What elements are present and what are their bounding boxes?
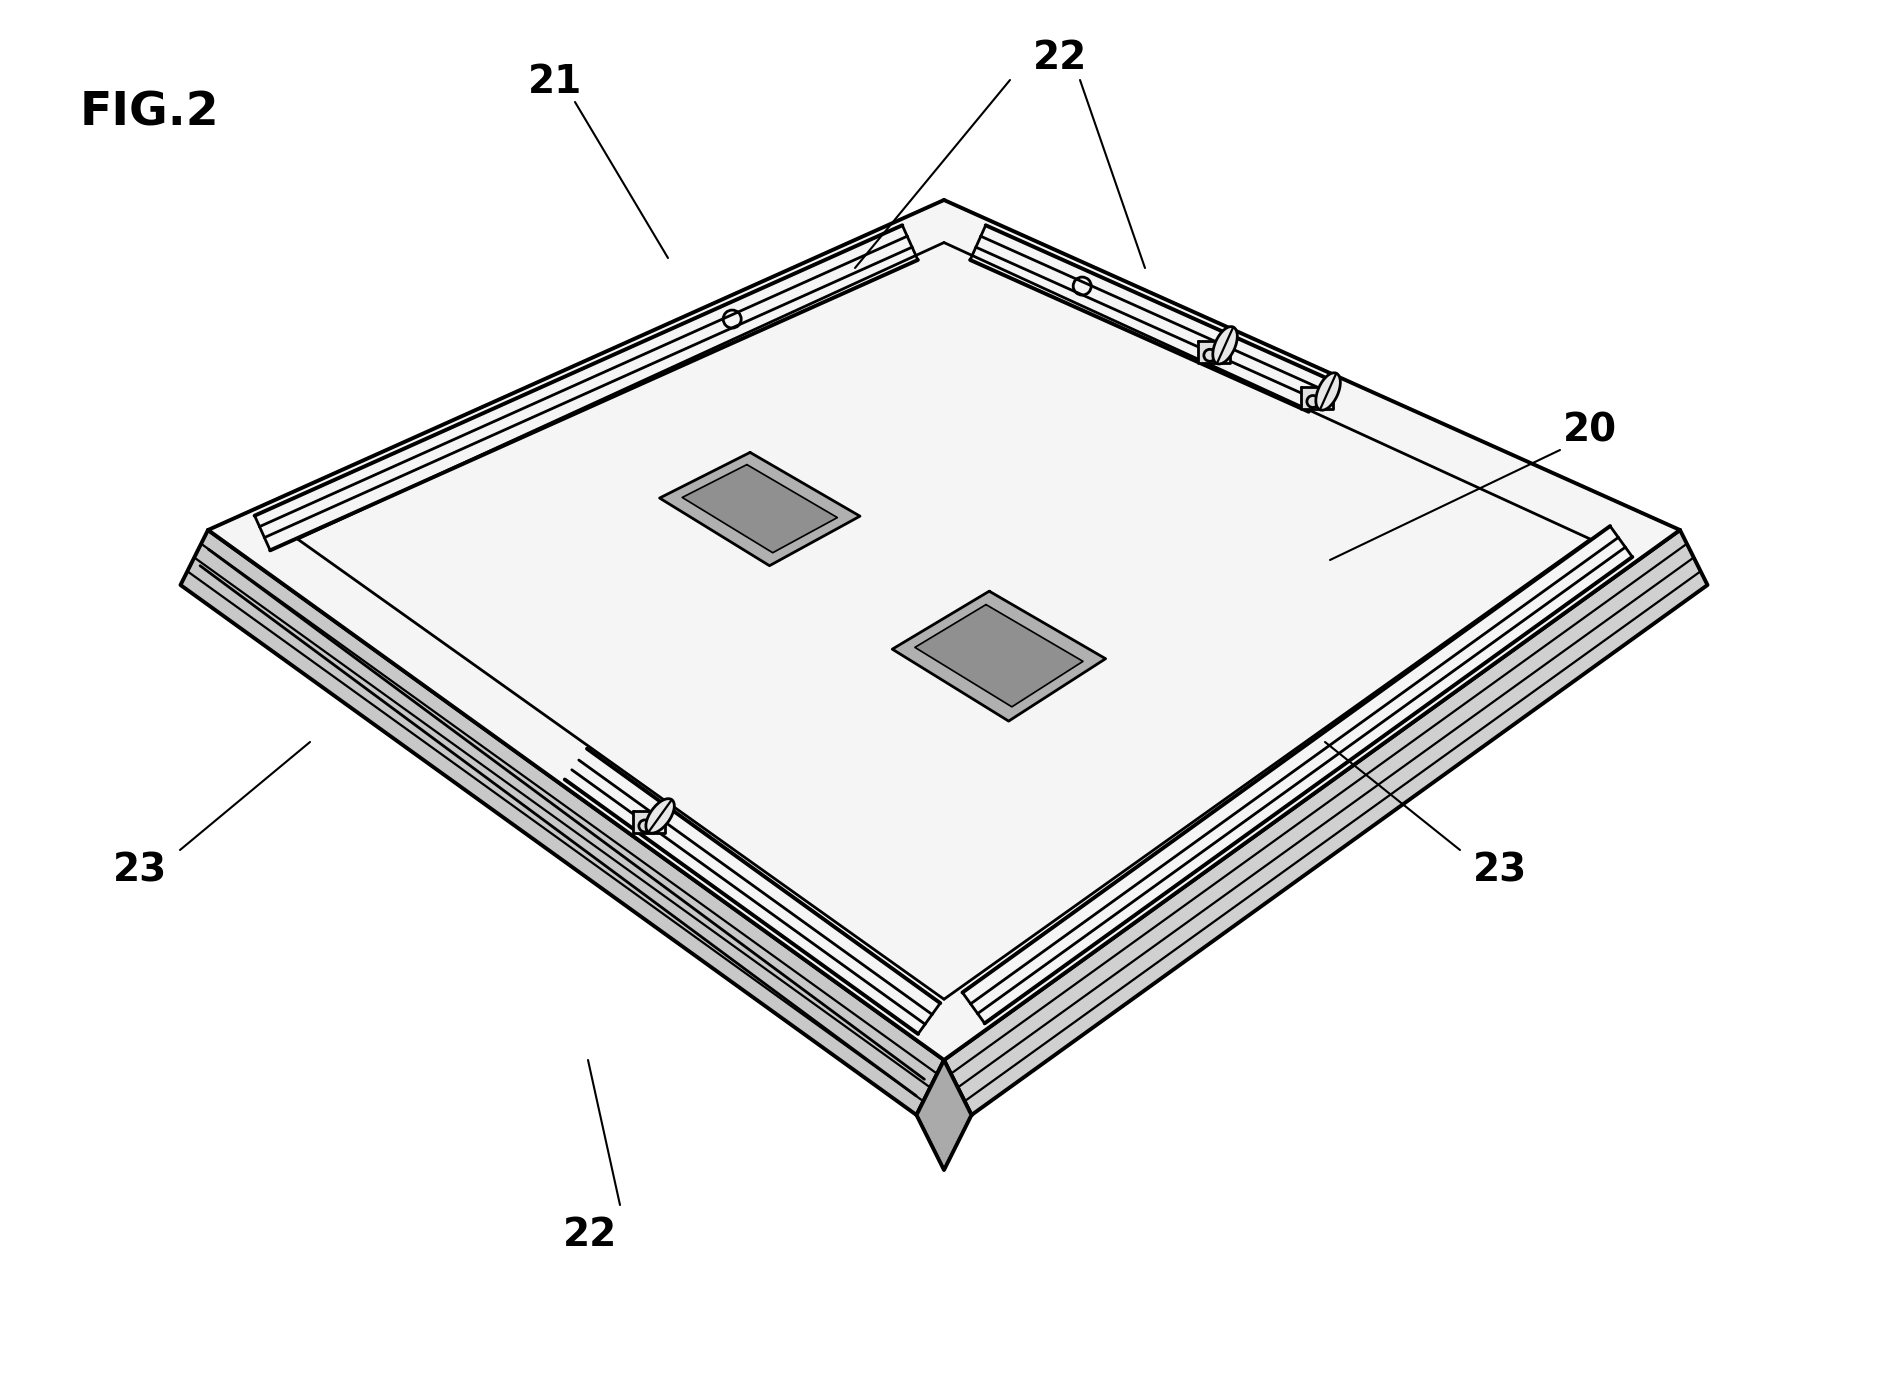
Polygon shape [682,465,838,552]
Text: FIG.2: FIG.2 [79,90,219,135]
Polygon shape [632,811,665,834]
Polygon shape [659,452,859,566]
Text: 23: 23 [1473,852,1527,889]
Polygon shape [208,200,1680,1060]
Ellipse shape [1316,373,1340,411]
Polygon shape [916,1060,972,1171]
Polygon shape [916,605,1084,707]
Ellipse shape [646,799,674,834]
Text: 23: 23 [113,852,168,889]
Polygon shape [1197,341,1229,362]
Text: 22: 22 [563,1216,617,1254]
Text: 20: 20 [1563,411,1616,449]
Polygon shape [893,591,1106,721]
Ellipse shape [1212,326,1237,363]
Polygon shape [944,530,1707,1115]
Text: 21: 21 [529,62,582,101]
Text: 22: 22 [1033,39,1087,78]
Polygon shape [181,530,944,1115]
Polygon shape [1301,387,1333,409]
